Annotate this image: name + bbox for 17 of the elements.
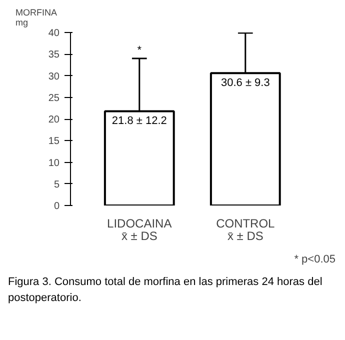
text: * p<0.05 (294, 254, 336, 266)
y-tick-label: 30 (48, 71, 60, 82)
x-tick-label: CONTROL x̄ ± DS (216, 216, 276, 244)
y-axis-title: MORFINA mg (16, 8, 57, 28)
x-tick-label: LIDOCAINA x̄ ± DS (107, 216, 172, 244)
text: Figura 3. Consumo total de morfina en las primeras 24 horas del postoperatorio. (8, 275, 324, 306)
y-tick-label: 15 (48, 136, 60, 148)
data-label: 30.6 ± 9.3 (220, 77, 270, 90)
y-tick-label: 25 (48, 92, 60, 104)
y-tick-label: 10 (48, 158, 60, 169)
y-tick-label: 40 (48, 28, 60, 39)
y-tick-label: 5 (54, 179, 60, 190)
data-label: 21.8 ± 12.2 (112, 115, 167, 128)
y-tick-label: 35 (48, 50, 60, 61)
annotation: * (137, 44, 142, 56)
y-tick-label: 0 (54, 201, 60, 212)
y-tick-label: 20 (48, 114, 60, 126)
